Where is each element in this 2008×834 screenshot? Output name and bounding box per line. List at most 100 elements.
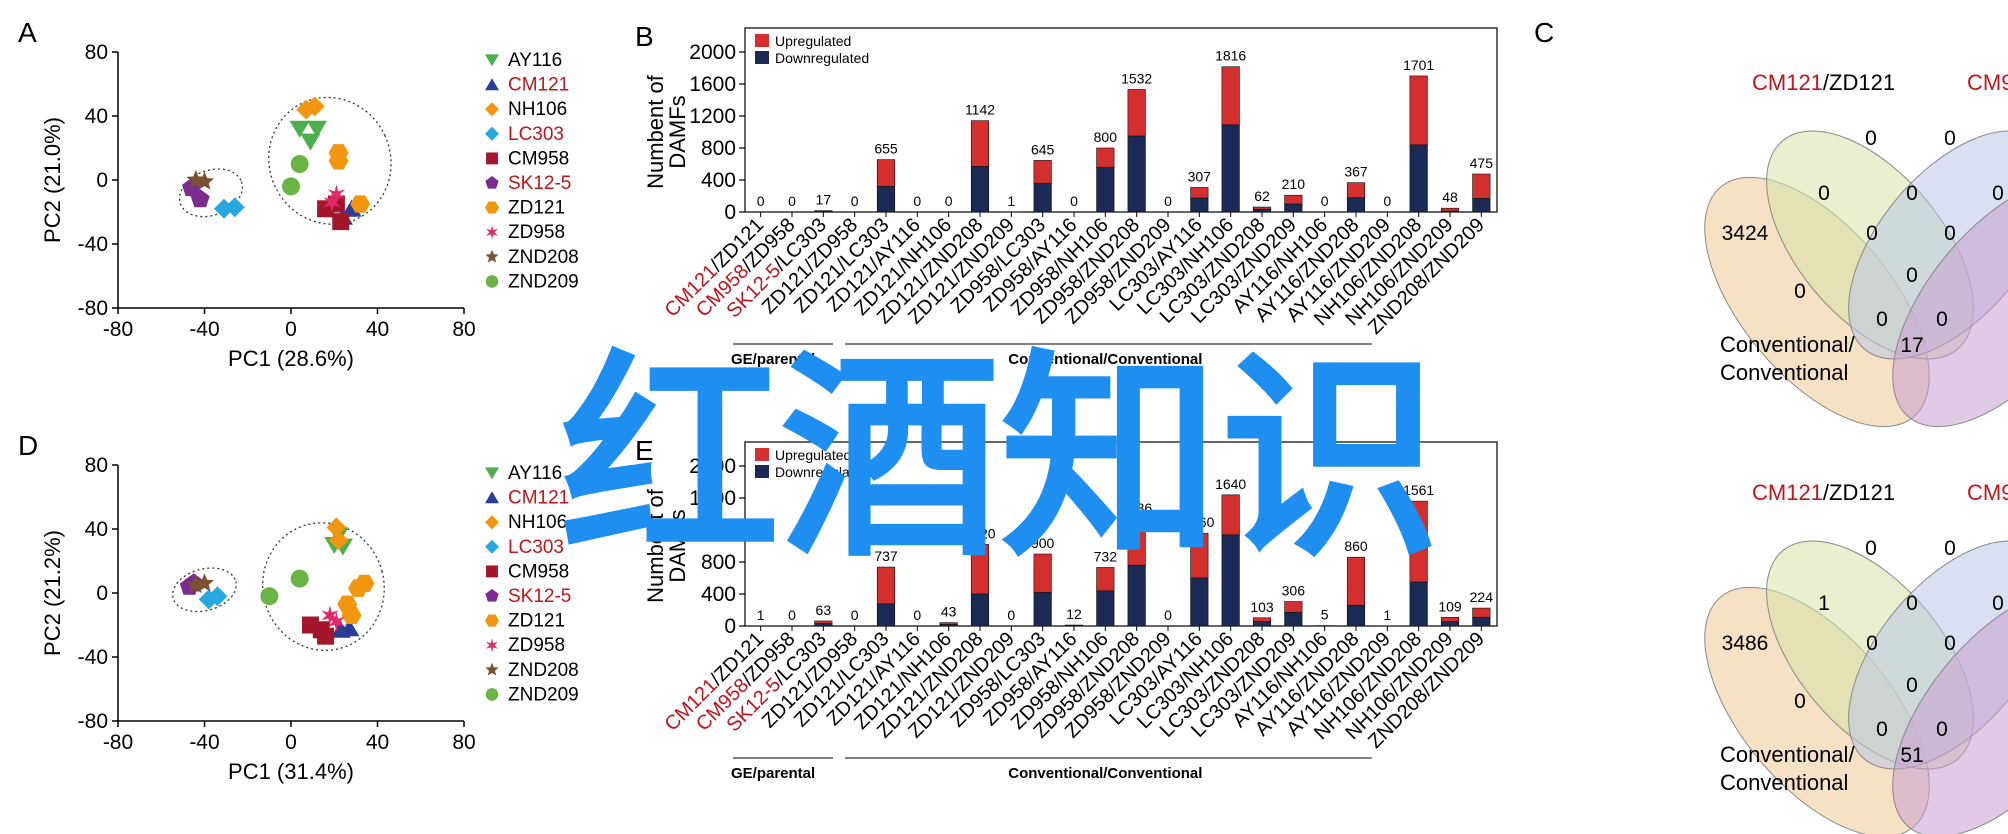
pca-panel-a: A 80 40 0 -40 -80-80 -40 0 40 80 PC1 (28.6%) PC2 (2…: [18, 17, 579, 371]
y-axis-title: PC2 (21.2%): [40, 530, 65, 656]
data-point: [306, 120, 327, 138]
y-tick-label: 40: [85, 105, 108, 128]
bar-down: [1033, 592, 1052, 627]
legend-down: Downregulated: [775, 50, 869, 66]
bar-down: [1284, 612, 1303, 627]
legend-swatch-up: [755, 34, 769, 47]
bar-value-label: 1640: [1215, 476, 1246, 492]
y-axis-title-line2: DAMFs: [665, 95, 690, 168]
venn-set-label: Conventional/: [1720, 742, 1855, 767]
y-tick-label: 0: [96, 169, 108, 192]
group-label-ge: GE/parental: [731, 351, 815, 368]
legend-marker: [485, 102, 499, 117]
venn-count: 0: [1906, 592, 1918, 615]
x-tick-label: -80: [103, 731, 133, 754]
data-point: [289, 120, 310, 138]
bar-value-label: 103: [1250, 599, 1274, 615]
bar-down: [1346, 197, 1366, 213]
legend-marker: [485, 54, 499, 67]
bar-value-label: 63: [816, 602, 832, 618]
group-label-ge: GE/parental: [731, 765, 815, 782]
bar-up: [1127, 89, 1146, 137]
y-tick-label: 1200: [689, 519, 736, 542]
data-point: [354, 574, 375, 593]
data-point: [224, 197, 245, 218]
venn-count: 3486: [1722, 632, 1769, 655]
bar-value-label: 860: [1344, 538, 1368, 554]
bar-down: [970, 166, 990, 213]
y-tick-label: 0: [724, 201, 736, 224]
venn-set-label: Conventional/: [1720, 332, 1855, 357]
legend-marker: [485, 614, 499, 627]
bar-value-label: 0: [851, 193, 859, 209]
bar-up: [1440, 207, 1460, 212]
bar-value-label: 224: [1470, 589, 1494, 605]
legend-entry: ZD958: [508, 222, 565, 243]
bar-up: [970, 544, 990, 595]
legend-marker: [485, 491, 499, 504]
group-label-conv: Conventional/Conventional: [1008, 765, 1202, 782]
bar-value-label: 109: [1438, 598, 1462, 614]
venn-count: 0: [1944, 632, 1956, 655]
x-tick-label: -40: [189, 318, 219, 341]
data-point: [341, 606, 362, 625]
x-tick-label: 40: [366, 318, 389, 341]
bar-value-label: 1561: [1403, 482, 1434, 498]
bar-value-label: 367: [1344, 164, 1368, 180]
venn-count: 0: [1794, 690, 1806, 713]
y-axis-title-line1: Numbent of: [643, 488, 668, 603]
plot-frame: [744, 441, 1498, 627]
y-axis-title-line1: Numbent of: [643, 74, 668, 189]
venn-count: 0: [1992, 592, 2004, 615]
data-point: [327, 184, 346, 205]
venn-set-label: CM958/ZD958: [1967, 70, 2008, 95]
bar-value-label: 1701: [1403, 57, 1434, 73]
bar-down: [1096, 166, 1115, 213]
bar-value-label: 1532: [1121, 70, 1152, 86]
bar-down: [876, 603, 896, 627]
x-tick-label: 80: [452, 318, 475, 341]
bar-value-label: 5: [1321, 607, 1329, 623]
venn-set-label: CM121/ZD121: [1752, 70, 1895, 95]
data-point: [339, 619, 360, 637]
bar-value-label: 210: [1282, 176, 1306, 192]
bar-value-label: 1336: [1121, 500, 1152, 516]
y-tick-label: 40: [85, 518, 108, 541]
bar-up: [1096, 567, 1115, 592]
bar-value-label: 1142: [965, 102, 995, 118]
venn-count: 3424: [1722, 222, 1769, 245]
bar-down: [1409, 581, 1428, 627]
bar-down: [1472, 616, 1491, 627]
bar-up: [1346, 182, 1366, 198]
data-point: [207, 586, 228, 607]
bar-value-label: 1: [757, 607, 765, 623]
bar-down: [1252, 621, 1272, 627]
legend-swatch-up: [755, 448, 769, 461]
bar-value-label: 1160: [1184, 514, 1214, 530]
x-tick-label: 0: [285, 731, 297, 754]
data-point: [194, 171, 215, 190]
legend-marker: [485, 126, 499, 141]
venn-set-label: Conventional: [1720, 360, 1848, 385]
bar-down: [1409, 144, 1428, 213]
y-axis-title-line2: DAMFs: [665, 509, 690, 582]
venn-set-part: /: [1848, 332, 1855, 357]
cluster-ellipse: [268, 96, 392, 225]
venn-count: 0: [1865, 537, 1877, 560]
plot-frame: [744, 27, 1498, 213]
bar-value-label: 800: [1094, 129, 1118, 145]
bar-up: [1472, 607, 1491, 618]
bar-up: [1409, 75, 1428, 146]
bar-up: [1346, 556, 1366, 606]
y-tick-label: -80: [78, 297, 108, 320]
data-point: [326, 517, 347, 538]
legend-marker: [485, 176, 499, 189]
y-tick-label: 400: [701, 169, 736, 192]
panel-letter: C: [1534, 17, 1554, 48]
venn-count: 1: [1818, 592, 1830, 615]
venn-set-part: /: [1848, 742, 1855, 767]
y-tick-label: 1600: [689, 73, 736, 96]
y-tick-label: 80: [85, 454, 108, 477]
data-point: [282, 177, 300, 196]
venn-count: 0: [1876, 308, 1888, 331]
